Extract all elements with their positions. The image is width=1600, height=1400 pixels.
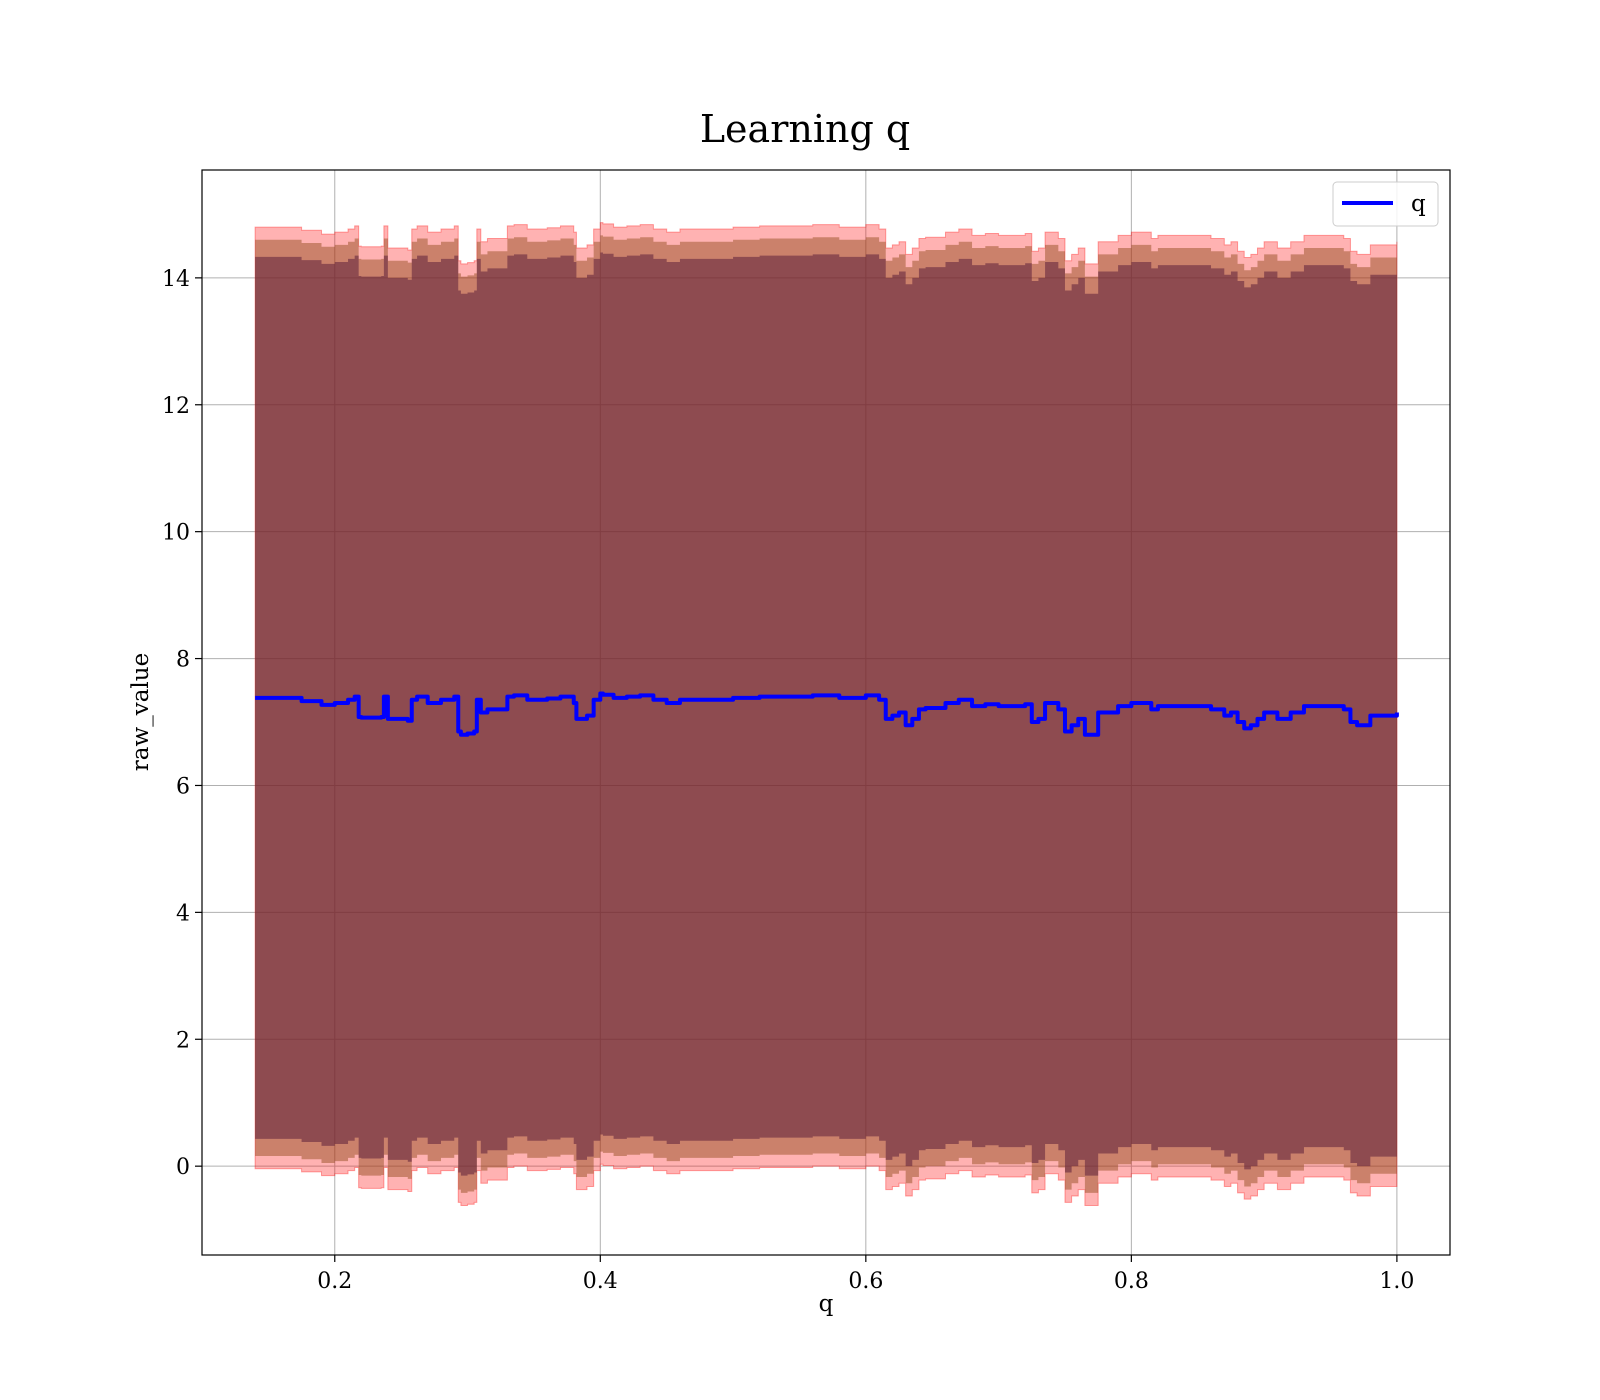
series-line-q: [255, 691, 1399, 737]
x-tick-label: 0.8: [1114, 1269, 1149, 1294]
legend-label-q: q: [1411, 191, 1426, 217]
y-axis-label: raw_value: [128, 653, 154, 771]
y-tick-label: 6: [176, 774, 190, 799]
legend: q: [1332, 181, 1439, 227]
x-tick-label: 0.4: [583, 1269, 618, 1294]
y-tick-label: 4: [176, 901, 190, 926]
x-tick-label: 0.2: [317, 1269, 352, 1294]
y-tick-label: 14: [162, 267, 190, 292]
y-axis: 0 2 4 6 8 10 12 14: [162, 267, 202, 1180]
plot-area: [202, 170, 1450, 1255]
y-tick-label: 2: [176, 1028, 190, 1053]
x-axis-label: q: [819, 1291, 834, 1317]
y-tick-label: 10: [162, 521, 190, 546]
y-tick-label: 8: [176, 648, 190, 673]
x-tick-label: 1.0: [1379, 1269, 1414, 1294]
band-core: [255, 252, 1397, 1176]
x-axis: 0.2 0.4 0.6 0.8 1.0: [317, 1255, 1414, 1294]
y-tick-label: 0: [176, 1155, 190, 1180]
plot-frame: [201, 169, 1451, 1256]
chart-title: Learning q: [700, 107, 910, 151]
y-tick-label: 12: [162, 394, 190, 419]
x-tick-label: 0.6: [848, 1269, 883, 1294]
